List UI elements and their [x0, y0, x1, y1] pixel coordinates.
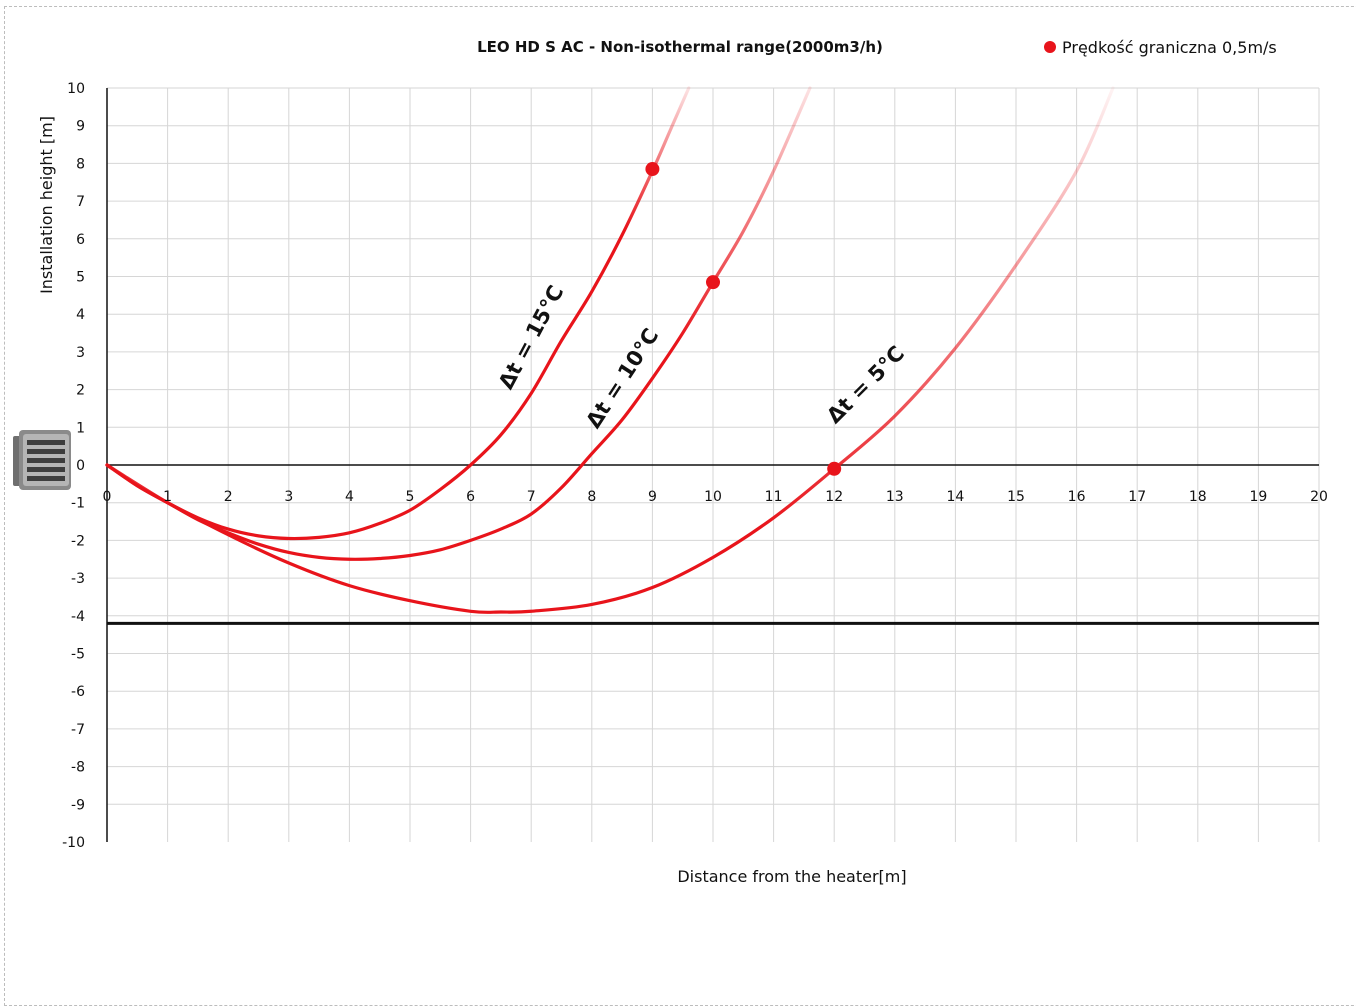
y-tick-label: -6: [71, 684, 85, 700]
limit-point: [706, 275, 720, 290]
chart: 0 1 2 3 4 5 6 7 8 9 10 11 12 13 14 15 16 17 18 19 2010987654…: [13, 38, 1328, 886]
legend-label: Prędkość graniczna 0,5m/s: [1062, 38, 1277, 57]
y-tick-label: 3: [76, 345, 85, 361]
y-tick-label: -1: [71, 496, 85, 512]
x-tick-label: 19: [1249, 489, 1267, 505]
series-line: [105, 86, 812, 561]
limit-point: [827, 461, 842, 476]
limit-points: [645, 162, 842, 476]
x-tick-label: 4: [345, 489, 354, 505]
y-tick-label: 7: [76, 194, 85, 210]
y-axis-label: Installation height [m]: [37, 116, 56, 294]
x-tick-label: 10: [704, 489, 722, 505]
y-tick-label: 10: [67, 81, 85, 97]
y-tick-label: -3: [71, 571, 85, 587]
y-tick-label: -7: [71, 722, 85, 738]
y-tick-label: -9: [71, 797, 85, 813]
x-tick-label: 12: [825, 489, 843, 505]
x-tick-label: 1: [163, 489, 172, 505]
x-tick-label: 5: [406, 489, 415, 505]
x-tick-label: 14: [946, 489, 964, 505]
y-tick-label: -8: [71, 760, 85, 776]
x-tick-label: 15: [1007, 489, 1025, 505]
x-tick-label: 17: [1128, 489, 1146, 505]
x-tick-label: 9: [648, 489, 657, 505]
x-tick-label: 3: [284, 489, 293, 505]
legend: Prędkość graniczna 0,5m/s: [1044, 38, 1277, 57]
series-line: [105, 86, 691, 541]
chart-title: LEO HD S AC - Non-isothermal range(2000m…: [477, 38, 883, 56]
y-tick-label: 5: [76, 270, 85, 286]
y-tick-label: 1: [76, 420, 85, 436]
heater-unit-icon: [13, 430, 71, 490]
x-axis-label: Distance from the heater[m]: [677, 867, 906, 886]
y-tick-label: -2: [71, 533, 85, 549]
y-tick-label: -5: [71, 647, 85, 663]
tick-labels: 0 1 2 3 4 5 6 7 8 9 10 11 12 13 14 15 16 17 18 19 2010987654…: [62, 81, 1328, 851]
y-tick-label: 8: [76, 156, 85, 172]
legend-marker: [1044, 41, 1056, 53]
x-tick-label: 0: [103, 489, 112, 505]
x-tick-label: 6: [466, 489, 475, 505]
y-tick-label: 9: [76, 119, 85, 135]
x-tick-label: 11: [765, 489, 783, 505]
x-tick-label: 18: [1189, 489, 1207, 505]
y-tick-label: 6: [76, 232, 85, 248]
y-tick-label: 2: [76, 383, 85, 399]
y-tick-label: 0: [76, 458, 85, 474]
limit-point: [645, 162, 660, 177]
curves: [105, 86, 1115, 614]
x-tick-label: 13: [886, 489, 904, 505]
y-tick-label: -10: [62, 835, 85, 851]
x-tick-label: 7: [527, 489, 536, 505]
y-tick-label: 4: [76, 307, 85, 323]
y-tick-label: -4: [71, 609, 85, 625]
x-tick-label: 8: [587, 489, 596, 505]
x-tick-label: 2: [224, 489, 233, 505]
series-line: [105, 86, 1115, 614]
x-tick-label: 20: [1310, 489, 1328, 505]
x-tick-label: 16: [1068, 489, 1086, 505]
